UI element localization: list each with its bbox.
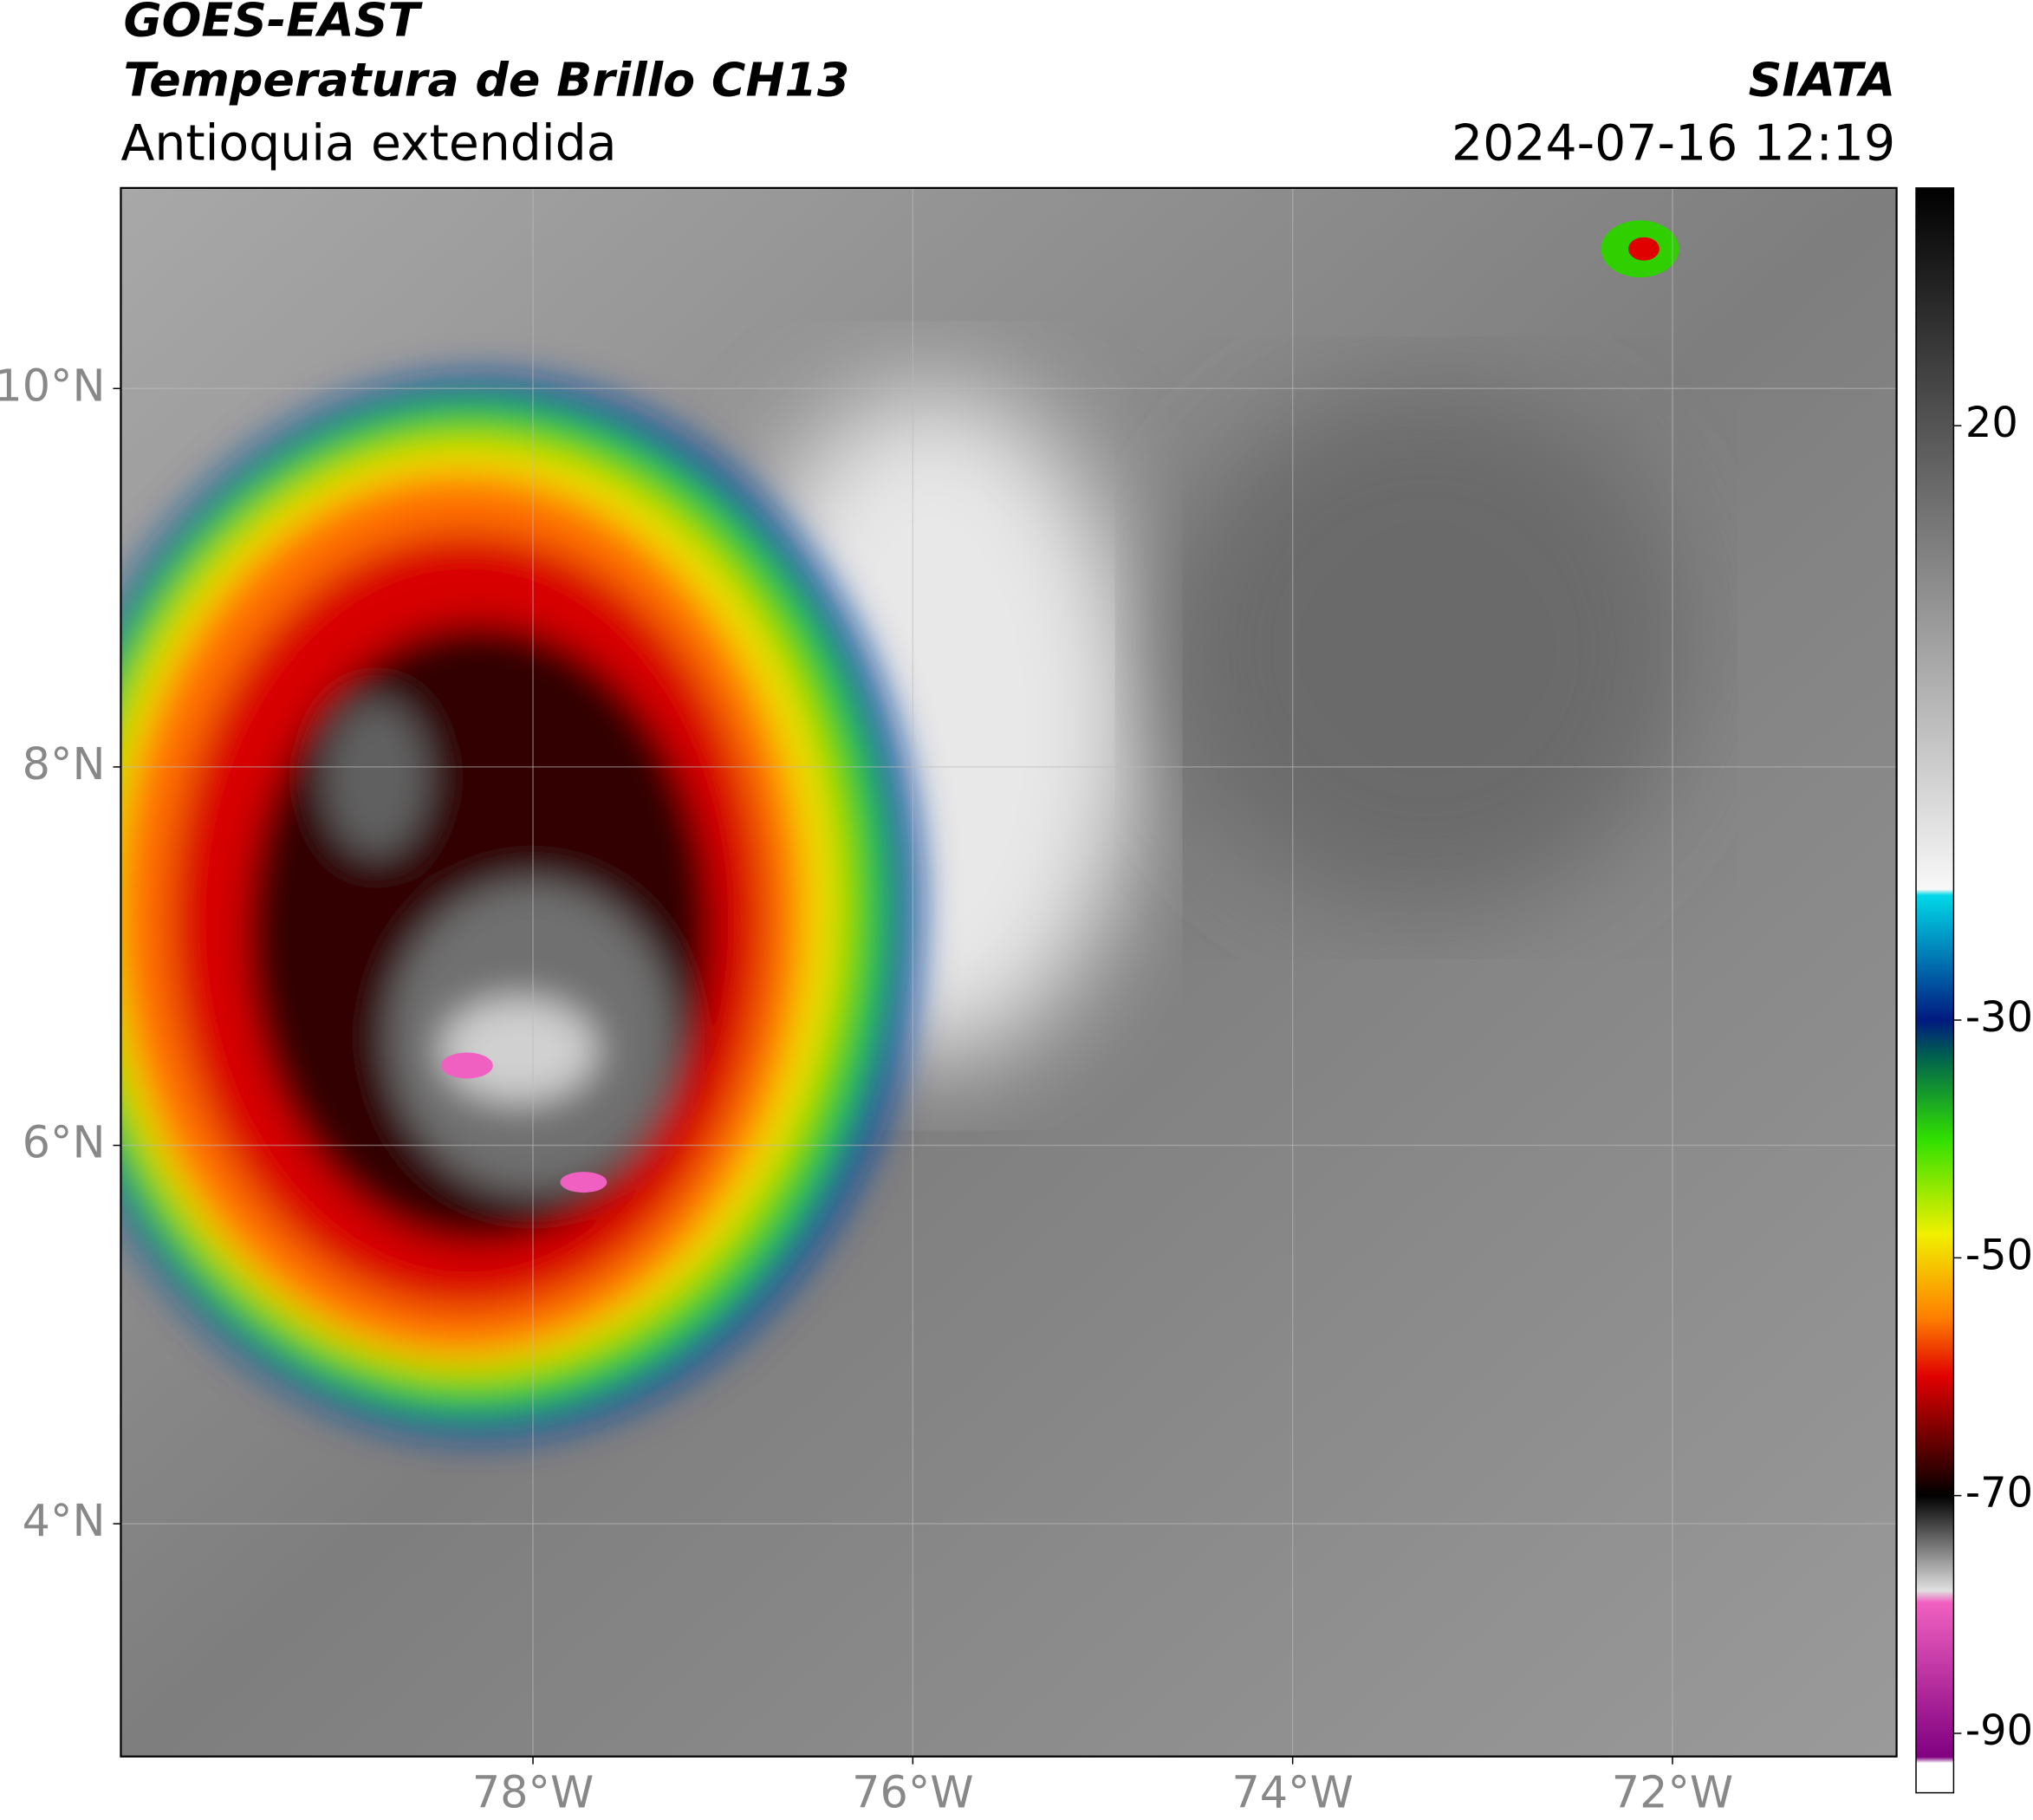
x-tick-label: 78°W	[472, 1767, 594, 1818]
colorbar-tick-label: -30	[1965, 994, 2033, 1042]
colorbar-tick-label: -90	[1965, 1707, 2033, 1755]
satellite: GOES-EAST	[123, 0, 423, 48]
x-tick-label: 76°W	[852, 1767, 973, 1818]
colorbar-frame	[1915, 187, 1955, 1794]
y-tick-label: 8°N	[23, 738, 106, 790]
product: Temperatura de Brillo CH13	[123, 52, 849, 107]
map-image	[120, 187, 1897, 1757]
x-tick-label: 72°W	[1612, 1767, 1733, 1818]
y-tick-label: 4°N	[23, 1495, 106, 1546]
y-tick-label: 10°N	[0, 360, 106, 411]
colorbar	[1916, 187, 1954, 1793]
x-tick-label: 74°W	[1231, 1767, 1353, 1818]
datetime: 2024-07-16 12:19	[1452, 115, 1895, 172]
y-tick-label: 6°N	[23, 1117, 106, 1168]
source: SIATA	[1749, 52, 1896, 107]
map-frame	[120, 186, 1898, 1758]
colorbar-tick-label: -70	[1965, 1470, 2033, 1518]
colorbar-tick-label: -50	[1965, 1232, 2033, 1279]
region: Antioquia extendida	[120, 115, 616, 172]
colorbar-tick-label: 20	[1965, 400, 2018, 447]
